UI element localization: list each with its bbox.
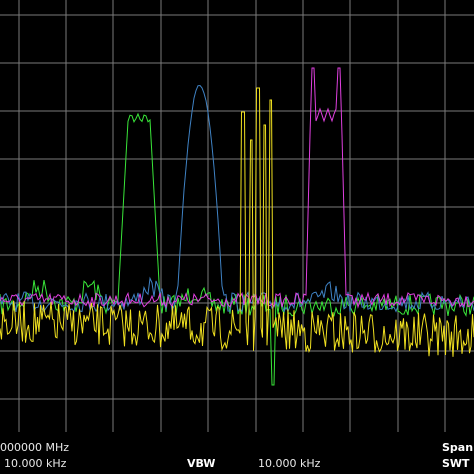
graticule-grid bbox=[0, 0, 474, 432]
trace-yellow bbox=[0, 87, 474, 357]
vbw-value: 10.000 kHz bbox=[258, 457, 321, 470]
center-frequency-readout: 000000 MHz bbox=[0, 441, 70, 454]
sweep-time-label: SWT bbox=[442, 457, 470, 470]
vbw-label: VBW bbox=[187, 457, 216, 470]
span-label: Span bbox=[442, 441, 474, 454]
rbw-value: 10.000 kHz bbox=[4, 457, 67, 470]
trace-blue bbox=[0, 84, 474, 314]
trace-display[interactable] bbox=[0, 0, 474, 432]
traces-group bbox=[0, 67, 474, 386]
trace-magenta bbox=[0, 67, 474, 309]
measurement-status-bar: 000000 MHz 10.000 kHz VBW 10.000 kHz Spa… bbox=[0, 436, 474, 474]
trace-green bbox=[0, 112, 474, 386]
